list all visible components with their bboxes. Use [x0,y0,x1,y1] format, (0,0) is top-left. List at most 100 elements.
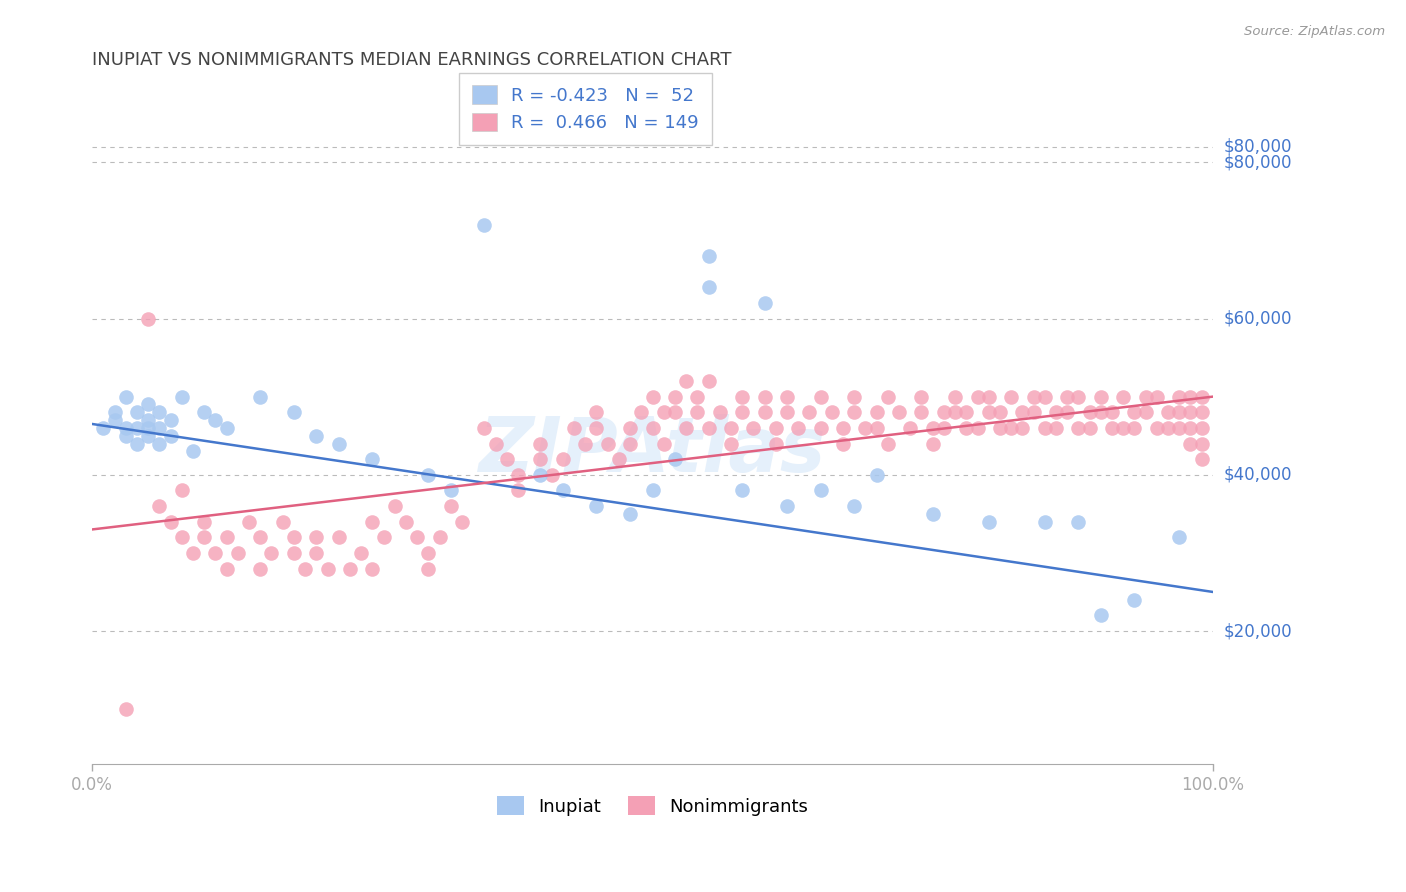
Point [529,436,551,450]
Point [1180,436,1202,450]
Point [887,405,910,419]
Point [686,405,709,419]
Point [485,436,508,450]
Point [697,374,720,388]
Point [943,405,966,419]
Point [136,421,159,435]
Point [418,546,440,560]
Point [170,483,193,498]
Point [988,405,1011,419]
Point [193,405,215,419]
Point [641,390,664,404]
Point [114,421,136,435]
Point [1045,421,1067,435]
Point [294,561,316,575]
Point [1101,421,1123,435]
Point [529,452,551,467]
Point [328,436,350,450]
Point [943,390,966,404]
Point [271,515,294,529]
Point [720,436,742,450]
Point [955,421,977,435]
Point [844,390,866,404]
Point [810,390,832,404]
Point [686,390,709,404]
Point [810,421,832,435]
Point [418,467,440,482]
Point [866,467,889,482]
Point [932,421,955,435]
Point [787,421,810,435]
Point [1022,390,1045,404]
Point [361,452,384,467]
Point [1123,421,1146,435]
Point [249,561,271,575]
Point [1078,405,1101,419]
Point [776,390,799,404]
Point [921,507,943,521]
Point [350,546,373,560]
Point [720,421,742,435]
Point [821,405,844,419]
Point [641,483,664,498]
Text: $80,000: $80,000 [1225,153,1292,171]
Point [1033,390,1056,404]
Point [339,561,361,575]
Point [1000,421,1022,435]
Point [765,436,787,450]
Point [114,428,136,442]
Point [866,405,889,419]
Point [283,546,305,560]
Point [754,405,776,419]
Point [1011,405,1033,419]
Point [125,405,148,419]
Point [932,405,955,419]
Point [1135,405,1157,419]
Point [159,428,181,442]
Point [664,405,686,419]
Point [1191,452,1213,467]
Point [731,405,754,419]
Point [474,218,496,232]
Point [1191,405,1213,419]
Point [204,413,226,427]
Point [697,421,720,435]
Point [910,405,932,419]
Point [226,546,249,560]
Point [451,515,474,529]
Point [249,390,271,404]
Point [159,413,181,427]
Point [328,530,350,544]
Point [104,413,127,427]
Point [776,499,799,513]
Point [1078,421,1101,435]
Point [136,397,159,411]
Point [697,280,720,294]
Point [384,499,406,513]
Point [1101,405,1123,419]
Text: Source: ZipAtlas.com: Source: ZipAtlas.com [1244,25,1385,38]
Point [876,436,898,450]
Point [170,530,193,544]
Point [361,561,384,575]
Point [754,390,776,404]
Point [921,421,943,435]
Point [1191,421,1213,435]
Point [1112,390,1135,404]
Point [799,405,821,419]
Point [977,515,1000,529]
Point [652,436,675,450]
Point [474,421,496,435]
Point [1033,515,1056,529]
Point [1090,608,1112,623]
Point [125,436,148,450]
Point [585,421,607,435]
Point [910,390,932,404]
Point [709,405,731,419]
Legend: Inupiat, Nonimmigrants: Inupiat, Nonimmigrants [489,789,815,822]
Point [1033,421,1056,435]
Point [238,515,260,529]
Point [810,483,832,498]
Point [585,499,607,513]
Point [1157,421,1180,435]
